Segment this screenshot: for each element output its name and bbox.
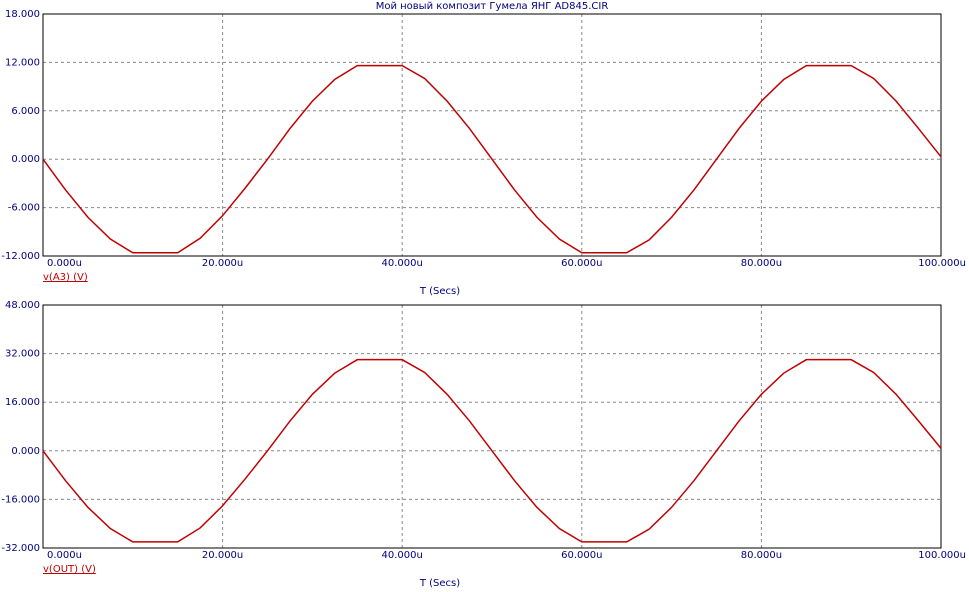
x-axis-label: T (Secs): [419, 578, 460, 589]
plot-frame: [42, 13, 942, 257]
x-tick-label: 20.000u: [202, 550, 243, 561]
y-tick-label: -6.000: [8, 203, 40, 214]
y-tick-label: -12.000: [1, 251, 40, 262]
y-tick-label: 32.000: [5, 349, 40, 360]
x-tick-label: 80.000u: [741, 258, 782, 269]
x-tick-label: 100.000u: [918, 550, 966, 561]
x-tick-label: 60.000u: [561, 550, 602, 561]
y-tick-label: 16.000: [5, 397, 40, 408]
y-tick-label: 0.000: [11, 446, 40, 457]
y-tick-label: 12.000: [5, 57, 40, 68]
y-tick-label: 6.000: [11, 106, 40, 117]
legend-label: v(A3) (V): [43, 272, 88, 283]
plot-frame: [42, 304, 942, 549]
chart-title: Мой новый композит Гумела ЯНГ AD845.CIR: [376, 1, 609, 12]
series-line: [42, 358, 942, 543]
y-tick-label: 48.000: [5, 300, 40, 311]
x-tick-label: 80.000u: [741, 550, 782, 561]
x-tick-label: 60.000u: [561, 258, 602, 269]
x-tick-label: 0.000u: [47, 550, 82, 561]
x-tick-label: 40.000u: [382, 258, 423, 269]
x-tick-label: 0.000u: [47, 258, 82, 269]
x-tick-label: 40.000u: [382, 550, 423, 561]
x-tick-label: 100.000u: [918, 258, 966, 269]
y-tick-label: 0.000: [11, 154, 40, 165]
legend-label: v(OUT) (V): [43, 564, 96, 575]
series-line: [42, 64, 942, 254]
x-tick-label: 20.000u: [202, 258, 243, 269]
y-tick-label: -16.000: [1, 494, 40, 505]
y-tick-label: -32.000: [1, 543, 40, 554]
x-axis-label: T (Secs): [419, 286, 460, 297]
y-tick-label: 18.000: [5, 9, 40, 20]
